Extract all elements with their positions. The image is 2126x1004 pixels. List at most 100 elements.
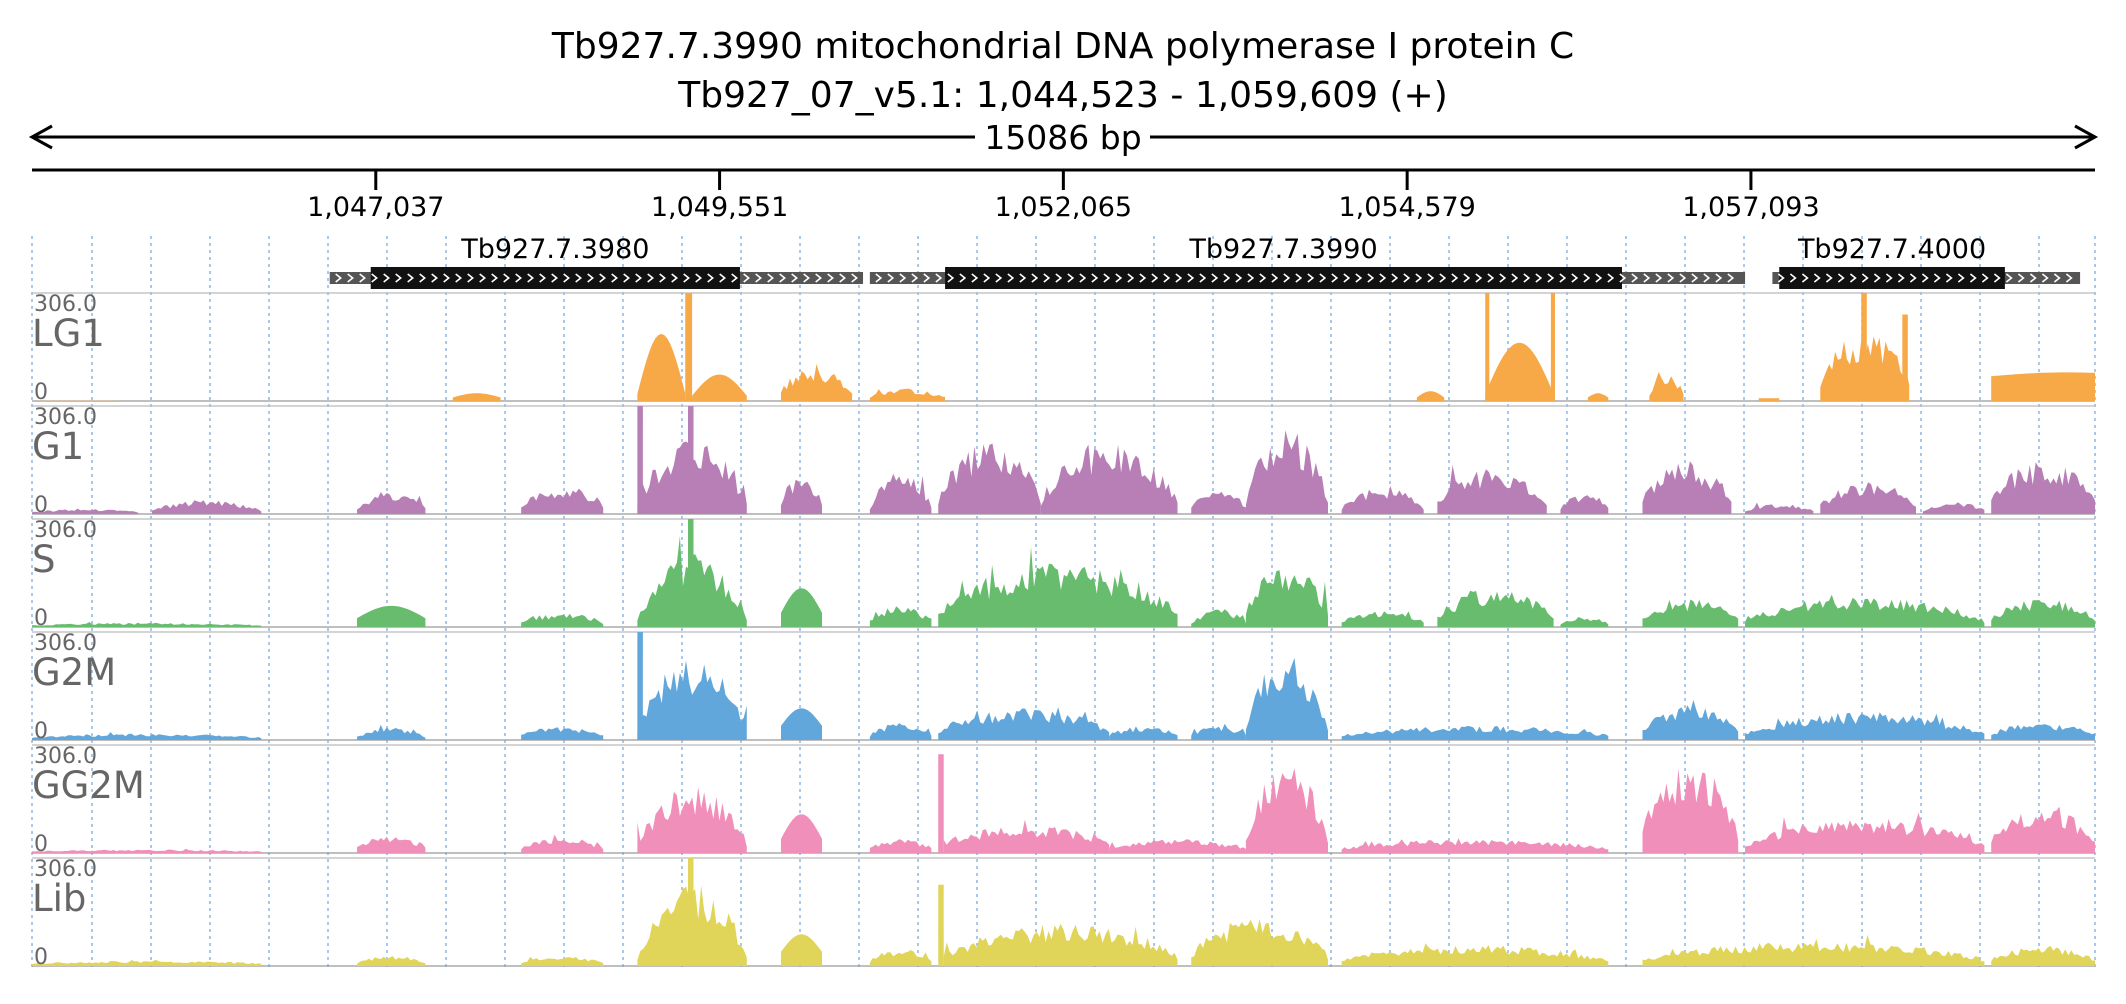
x-tick-label: 1,049,551 (651, 192, 788, 223)
gene-model: Tb927.7.4000 (1772, 234, 2080, 289)
x-tick-label: 1,054,579 (1338, 192, 1475, 223)
coverage-area (1246, 768, 1328, 853)
coverage-area (32, 732, 261, 740)
coverage-area (357, 492, 425, 514)
coverage-area (870, 389, 945, 401)
coverage-area (1191, 492, 1246, 514)
coverage-area (1642, 769, 1738, 854)
coverage-area (1551, 293, 1555, 401)
gene-label: Tb927.7.3990 (1188, 234, 1377, 265)
coverage-area (938, 754, 943, 853)
coverage-track: 306.0S0 (32, 518, 2095, 631)
coverage-area (1437, 591, 1553, 627)
coverage-area (1246, 658, 1328, 740)
coverage-area (1342, 611, 1424, 627)
coverage-area (1991, 372, 2095, 401)
coverage-area (1191, 724, 1246, 740)
coverage-area (521, 727, 603, 740)
track-label: GG2M (32, 764, 145, 807)
coverage-area (692, 375, 747, 402)
coverage-area (1109, 726, 1177, 740)
coverage-area (1485, 343, 1553, 401)
coverage-area (1342, 726, 1609, 740)
coverage-area (870, 606, 932, 627)
coverage-area (1759, 398, 1780, 401)
coverage-area (1649, 372, 1683, 401)
plot-title: Tb927.7.3990 mitochondrial DNA polymeras… (551, 26, 1574, 67)
coverage-area (453, 393, 501, 401)
coverage-area (781, 364, 852, 401)
coverage-area (32, 622, 261, 627)
coverage-area (938, 444, 1041, 514)
coverage-area (944, 924, 1178, 966)
y-min-label: 0 (34, 493, 48, 518)
coverage-area (1745, 595, 1984, 627)
coverage-area (521, 957, 603, 966)
gene-label: Tb927.7.4000 (1797, 234, 1986, 265)
coverage-area (1902, 315, 1907, 402)
coverage-area (637, 660, 746, 740)
x-axis-ticks: 1,047,037 1,049,551 1,052,065 1,054,579 1,05… (307, 170, 1820, 223)
coverage-area (938, 547, 1177, 627)
coverage-area (1642, 935, 1984, 966)
coverage-area (870, 839, 932, 853)
gene-models: Tb927.7.3980 Tb927.7.3990 Tb927.7.4000 (330, 234, 2080, 289)
coverage-area (1745, 712, 1984, 740)
coverage-area (521, 489, 603, 514)
coverage-area (1642, 700, 1738, 740)
coverage-area (1417, 391, 1444, 401)
coverage-area (1861, 293, 1867, 401)
coverage-area (1437, 465, 1546, 514)
coverage-area (357, 606, 425, 627)
y-min-label: 0 (34, 832, 48, 857)
track-label: G1 (32, 425, 84, 468)
gene-model: Tb927.7.3980 (330, 234, 863, 289)
coverage-area (1041, 445, 1178, 515)
coverage-area (781, 480, 822, 514)
coverage-area (1246, 430, 1328, 514)
coverage-area (521, 835, 603, 854)
coverage-area (1109, 839, 1246, 853)
y-min-label: 0 (34, 380, 48, 405)
coverage-area (870, 474, 932, 514)
coverage-area (1485, 293, 1489, 401)
coverage-area (357, 956, 425, 966)
coverage-area (521, 614, 603, 627)
plot-subtitle: Tb927_07_v5.1: 1,044,523 - 1,059,609 (+) (677, 75, 1448, 116)
coverage-area (938, 885, 943, 966)
coverage-area (1923, 502, 1985, 514)
coverage-area (637, 787, 746, 853)
coverage-area (1246, 570, 1328, 627)
coverage-area (1342, 838, 1609, 853)
coverage-area (1642, 600, 1738, 628)
coverage-area (870, 950, 932, 966)
track-label: S (32, 538, 56, 581)
coverage-area (688, 406, 694, 514)
y-min-label: 0 (34, 719, 48, 744)
coverage-area (1588, 393, 1609, 401)
coverage-area (152, 500, 261, 514)
span-length-label: 15086 bp (984, 118, 1141, 157)
coverage-area (688, 519, 694, 627)
coverage-area (870, 723, 932, 740)
coverage-area (357, 837, 425, 853)
coverage-area (1191, 609, 1246, 627)
span-arrow: 15086 bp (32, 118, 2095, 157)
gene-cds (945, 267, 1622, 289)
coverage-area (685, 293, 692, 401)
coverage-tracks: 306.0LG10306.0G10306.0S0306.0G2M0306.0GG… (32, 292, 2095, 970)
coverage-area (1991, 807, 2095, 853)
gene-label: Tb927.7.3980 (460, 234, 649, 265)
coverage-area (1642, 461, 1731, 514)
coverage-area (781, 708, 822, 740)
coverage-area (781, 814, 822, 853)
x-tick-label: 1,047,037 (307, 192, 444, 223)
x-tick-label: 1,057,093 (1682, 192, 1819, 223)
x-tick-label: 1,052,065 (995, 192, 1132, 223)
coverage-area (1745, 813, 1984, 854)
coverage-area (1191, 919, 1328, 966)
